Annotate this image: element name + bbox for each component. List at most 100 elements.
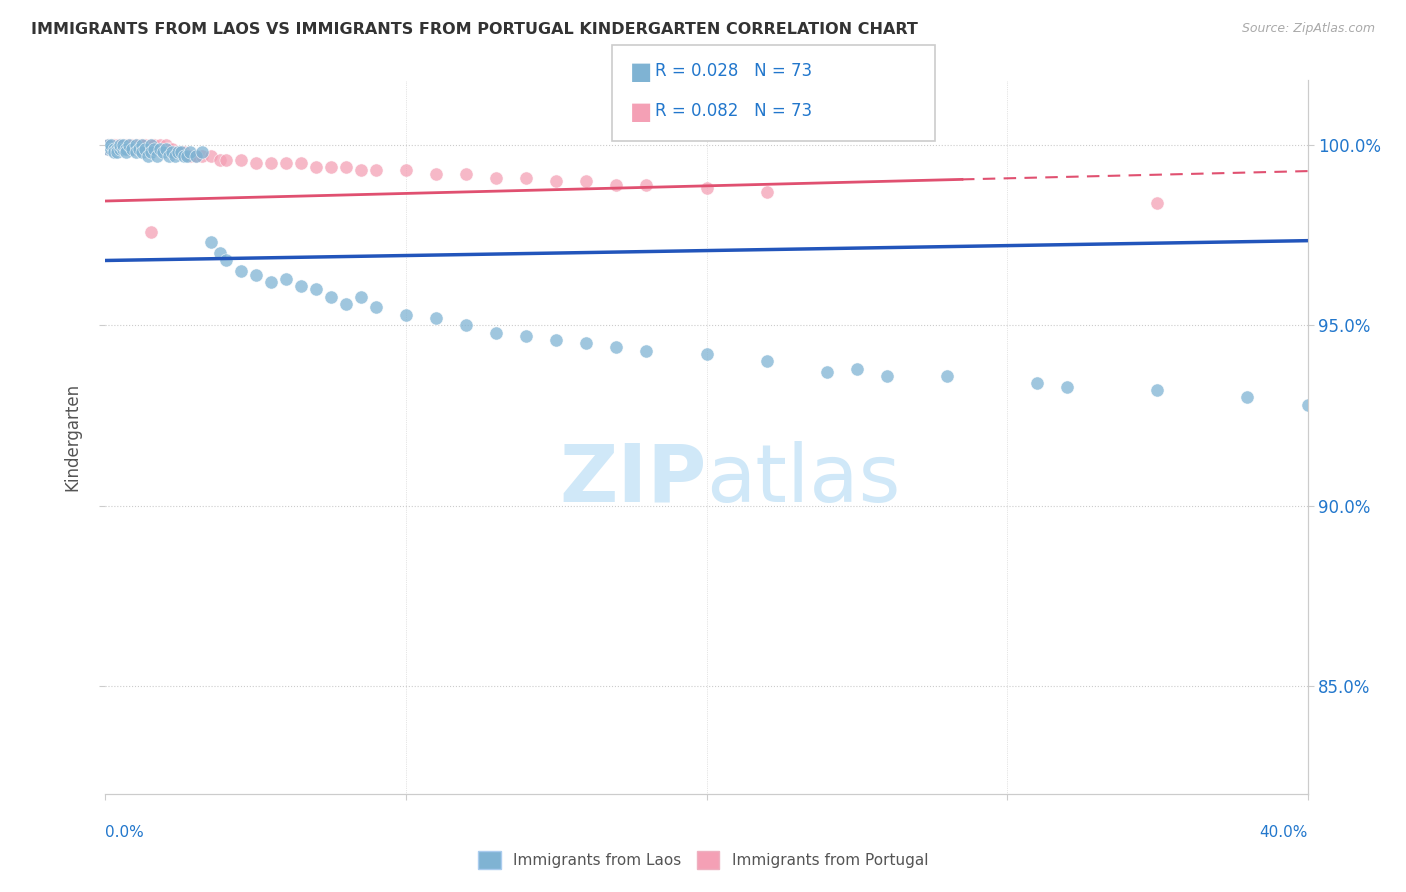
Point [335,297,357,311]
Point [214,153,236,167]
Point [1236,391,1258,405]
Legend: Immigrants from Laos, Immigrants from Portugal: Immigrants from Laos, Immigrants from Po… [472,845,934,875]
Point [190,145,212,160]
Point [110,142,132,156]
Text: 0.0%: 0.0% [105,825,145,840]
Point [131,138,153,153]
Point [124,142,146,156]
Point [515,170,537,185]
Point [876,368,898,383]
Point [636,178,658,192]
Point [134,142,156,156]
Point [145,142,167,156]
Point [575,174,598,188]
Point [173,149,195,163]
Point [200,235,222,250]
Point [335,160,357,174]
Point [163,145,186,160]
Point [118,138,141,153]
Point [364,301,387,315]
Text: atlas: atlas [707,441,901,519]
Point [103,138,125,153]
Point [454,167,477,181]
Point [142,142,165,156]
Point [208,246,231,260]
Text: Source: ZipAtlas.com: Source: ZipAtlas.com [1241,22,1375,36]
Point [110,138,132,153]
Point [184,149,207,163]
Point [696,181,718,195]
Text: 40.0%: 40.0% [1260,825,1308,840]
Point [103,142,125,156]
Point [179,145,201,160]
Point [121,142,143,156]
Point [208,153,231,167]
Point [845,361,868,376]
Point [121,142,143,156]
Point [107,142,129,156]
Point [605,340,627,354]
Point [364,163,387,178]
Point [425,311,447,326]
Point [546,333,568,347]
Point [515,329,537,343]
Point [1026,376,1049,390]
Point [136,149,159,163]
Point [173,145,195,160]
Point [103,145,125,160]
Point [128,138,150,153]
Text: R = 0.028   N = 73: R = 0.028 N = 73 [655,62,813,79]
Point [166,145,188,160]
Point [245,268,267,282]
Point [139,142,162,156]
Point [274,156,297,170]
Point [134,142,156,156]
Point [1146,195,1168,210]
Point [100,138,122,153]
Point [755,185,778,199]
Point [131,145,153,160]
Point [112,138,135,153]
Point [274,271,297,285]
Point [395,308,418,322]
Text: ■: ■ [630,100,652,124]
Point [260,275,283,289]
Point [131,142,153,156]
Point [103,138,125,153]
Point [485,170,508,185]
Point [319,289,342,303]
Point [815,365,838,379]
Point [139,225,162,239]
Point [290,156,312,170]
Point [112,138,135,153]
Text: R = 0.082   N = 73: R = 0.082 N = 73 [655,102,813,120]
Point [1146,383,1168,397]
Point [395,163,418,178]
Point [148,142,170,156]
Point [115,142,138,156]
Point [319,160,342,174]
Point [163,149,186,163]
Point [97,142,120,156]
Point [157,149,180,163]
Point [290,278,312,293]
Point [100,142,122,156]
Point [155,142,177,156]
Point [121,138,143,153]
Point [124,138,146,153]
Y-axis label: Kindergarten: Kindergarten [63,383,82,491]
Point [157,142,180,156]
Point [155,138,177,153]
Point [97,142,120,156]
Point [134,138,156,153]
Point [260,156,283,170]
Point [179,149,201,163]
Point [107,145,129,160]
Point [118,138,141,153]
Point [136,142,159,156]
Point [184,149,207,163]
Point [605,178,627,192]
Point [124,138,146,153]
Point [229,153,252,167]
Point [103,142,125,156]
